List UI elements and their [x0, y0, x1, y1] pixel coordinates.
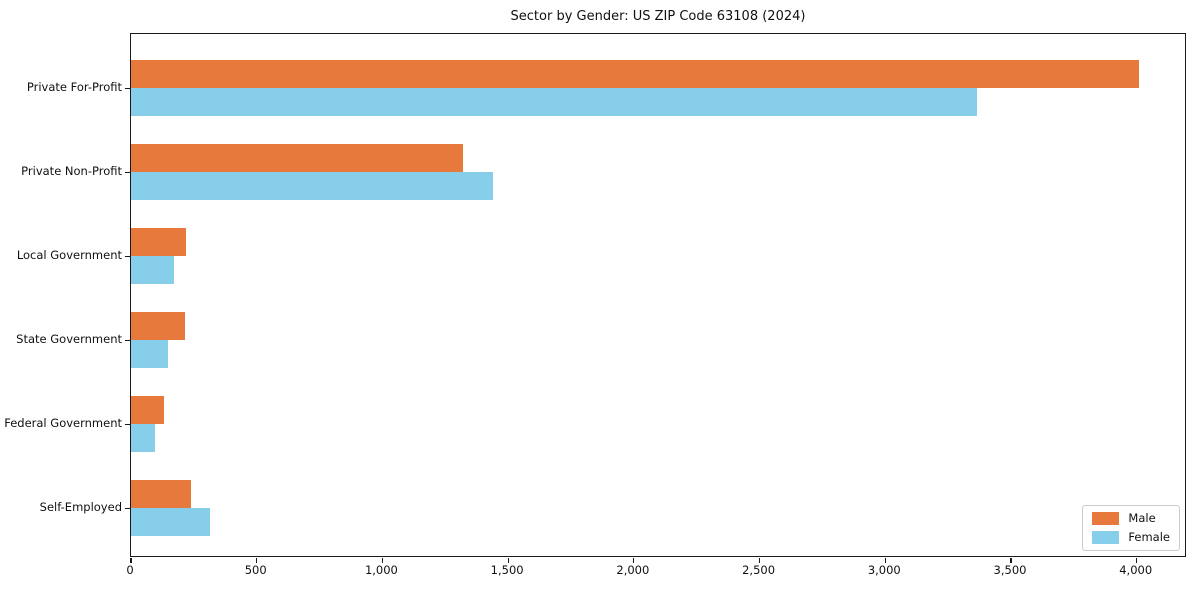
y-tick-label: Local Government [16, 248, 122, 262]
y-tick-mark [125, 507, 130, 509]
x-tick-mark [884, 558, 886, 563]
x-tick-label: 3,000 [867, 563, 901, 577]
legend-label: Male [1128, 511, 1156, 525]
male-legend-swatch [1092, 512, 1120, 525]
y-tick-mark [125, 255, 130, 257]
male-bar [131, 396, 164, 424]
female-bar [131, 508, 211, 536]
male-bar [131, 312, 186, 340]
male-bar [131, 144, 463, 172]
female-bar [131, 424, 155, 452]
male-bar [131, 228, 187, 256]
y-tick-mark [125, 339, 130, 341]
x-tick-label: 2,500 [742, 563, 776, 577]
female-bar [131, 88, 978, 116]
x-tick-label: 500 [244, 563, 267, 577]
plot-area: Male Female [125, 33, 1186, 563]
x-tick-mark [130, 558, 132, 563]
x-tick-mark [633, 558, 635, 563]
legend-entry: Male [1092, 512, 1170, 525]
male-bar [131, 480, 192, 508]
legend-entry: Female [1092, 531, 1170, 544]
y-tick-mark [125, 171, 130, 173]
x-tick-label: 1,000 [364, 563, 398, 577]
y-tick-mark [125, 87, 130, 89]
y-tick-label: Private For-Profit [26, 80, 122, 94]
female-bar [131, 340, 168, 368]
x-tick-mark [507, 558, 509, 563]
y-tick-label: Federal Government [4, 416, 122, 430]
x-tick-label: 4,000 [1119, 563, 1153, 577]
y-axis: Private For-Profit Private Non-Profit Loca… [0, 33, 122, 557]
legend: Male Female [1082, 505, 1180, 551]
x-tick-label: 1,500 [490, 563, 524, 577]
male-bar [131, 60, 1140, 88]
y-tick-label: Private Non-Profit [21, 164, 122, 178]
x-tick-mark [381, 558, 384, 563]
female-bar [131, 172, 494, 200]
x-tick-mark [256, 558, 258, 563]
x-tick-label: 0 [126, 563, 134, 577]
female-legend-swatch [1092, 531, 1120, 544]
female-bar [131, 256, 174, 284]
x-tick-label: 3,500 [993, 563, 1027, 577]
x-tick-mark [758, 558, 761, 563]
y-tick-mark [125, 423, 130, 425]
x-tick-mark [1136, 558, 1138, 563]
x-tick-label: 2,000 [616, 563, 650, 577]
x-tick-mark [1010, 558, 1012, 563]
y-tick-label: Self-Employed [39, 500, 122, 514]
x-axis: 0 500 1,000 1,500 2,000 2,500 3,000 3,500 4,000 [126, 563, 1186, 583]
chart-title: Sector by Gender: US ZIP Code 63108 (202… [510, 9, 806, 24]
y-tick-label: State Government [16, 332, 122, 346]
legend-label: Female [1128, 530, 1170, 544]
